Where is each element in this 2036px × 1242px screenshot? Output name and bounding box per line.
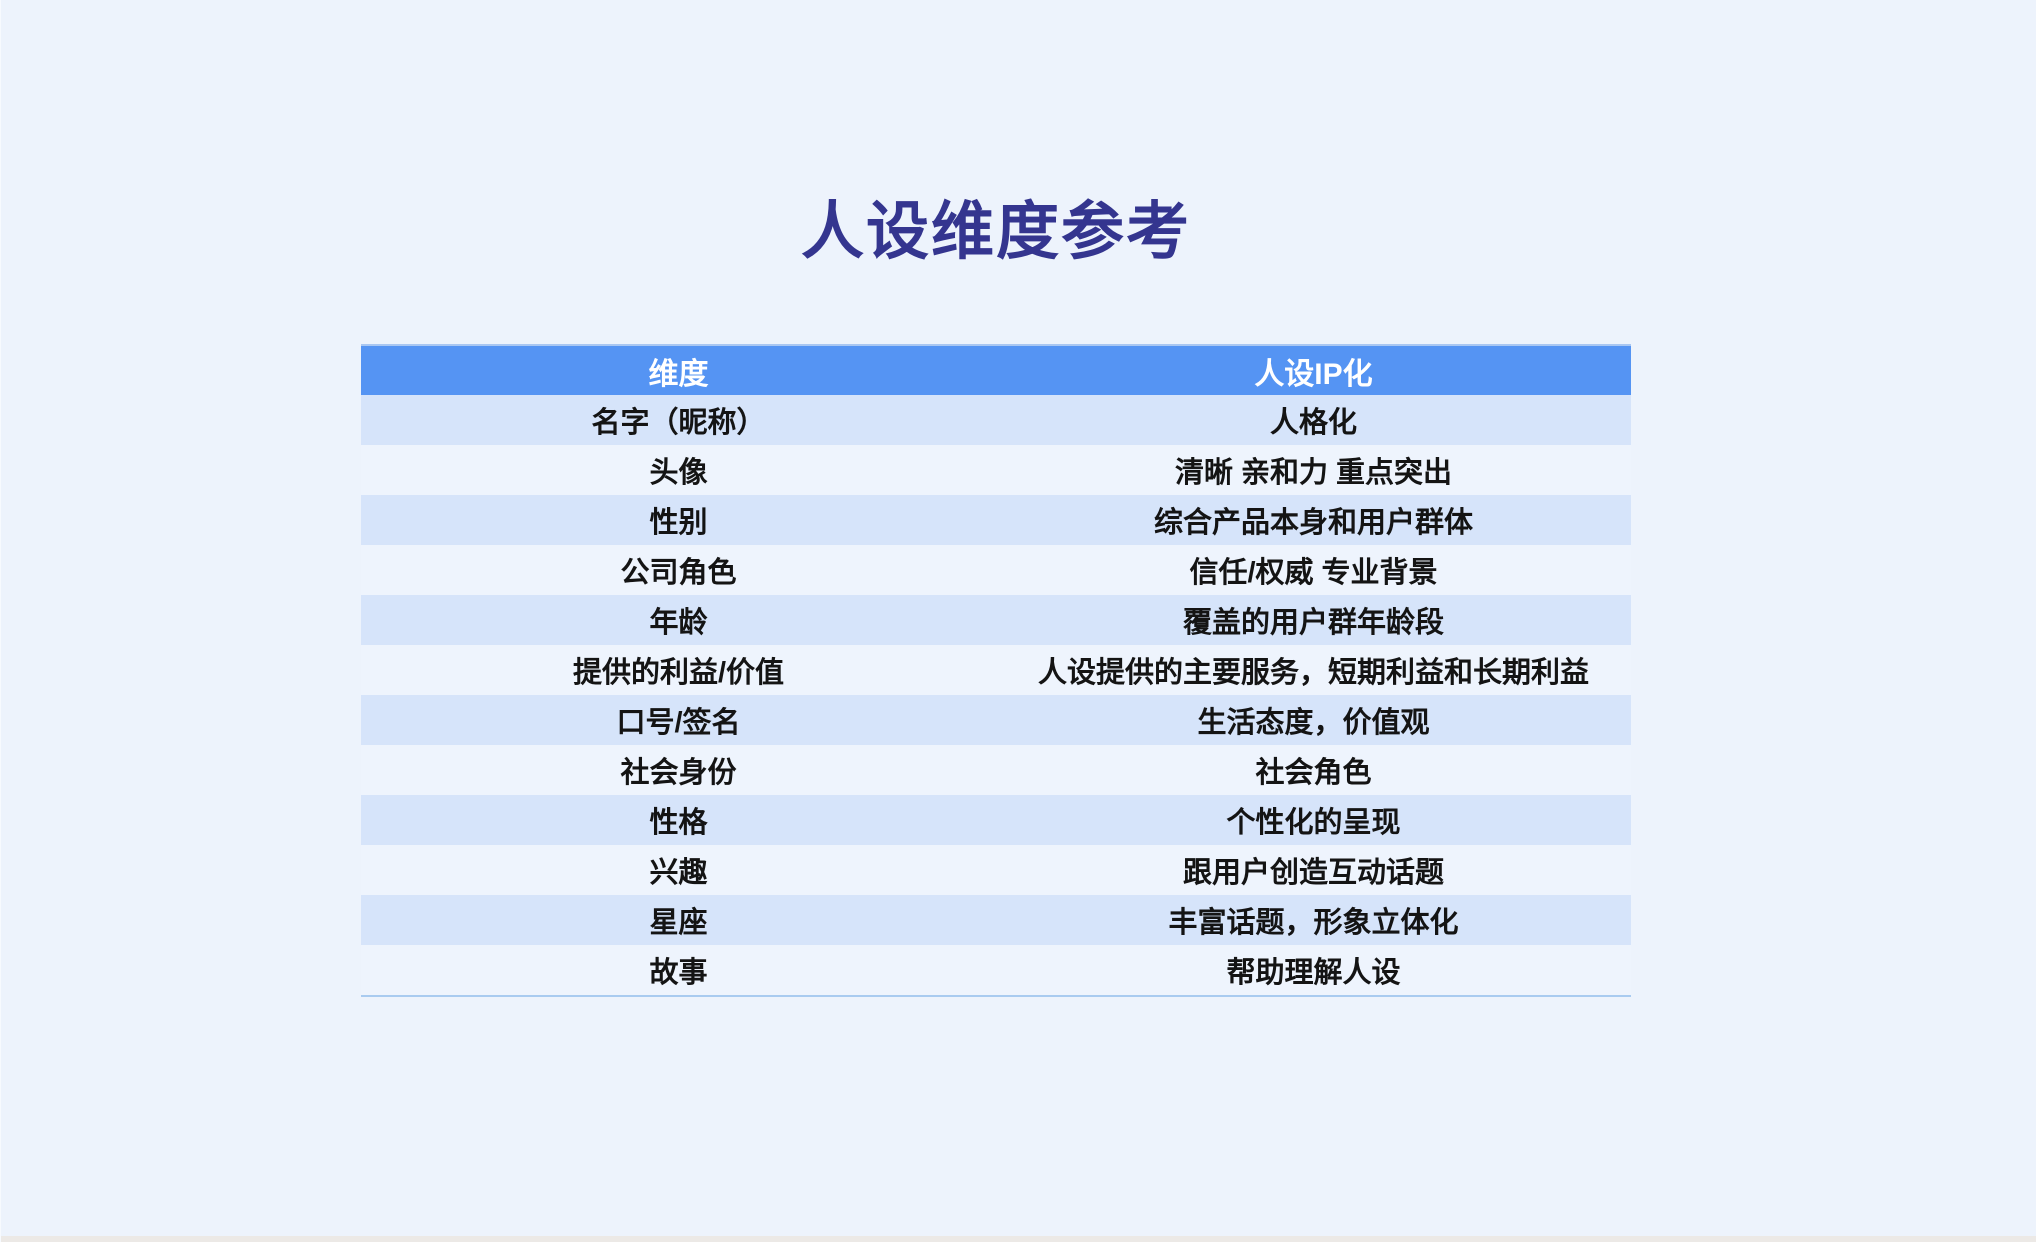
table-body: 名字（昵称） 人格化 头像 清晰 亲和力 重点突出 性别 综合产品本身和用户群体… [361,395,1631,995]
cell-dimension: 性格 [649,807,708,839]
table-row: 头像 清晰 亲和力 重点突出 [361,445,1631,495]
table-row: 名字（昵称） 人格化 [361,395,1631,445]
cell-dimension: 公司角色 [620,557,737,589]
cell-dimension: 提供的利益/价值 [572,657,785,689]
cell-dimension: 社会身份 [620,757,737,789]
window-bottom-edge [1,1236,2036,1242]
cell-dimension: 头像 [649,457,708,489]
cell-dimension: 性别 [649,507,708,539]
cell-dimension: 故事 [649,957,708,989]
persona-dimension-table: 维度 人设IP化 名字（昵称） 人格化 头像 清晰 亲和力 重点突出 性别 综合… [361,344,1631,997]
cell-value: 覆盖的用户群年龄段 [1182,607,1444,639]
table-bottom-border [361,995,1631,997]
cell-dimension: 年龄 [649,607,708,639]
table-row: 兴趣 跟用户创造互动话题 [361,845,1631,895]
cell-value: 个性化的呈现 [1226,807,1401,839]
cell-value: 帮助理解人设 [1226,957,1401,989]
table-header-row: 维度 人设IP化 [361,344,1631,395]
table-row: 提供的利益/价值 人设提供的主要服务，短期利益和长期利益 [361,645,1631,695]
table-row: 社会身份 社会角色 [361,745,1631,795]
table-row: 年龄 覆盖的用户群年龄段 [361,595,1631,645]
cell-value: 人设提供的主要服务，短期利益和长期利益 [1037,657,1589,689]
cell-value: 综合产品本身和用户群体 [1153,507,1473,539]
table-row: 口号/签名 生活态度，价值观 [361,695,1631,745]
header-cell-dimension: 维度 [648,357,709,391]
table-row: 公司角色 信任/权威 专业背景 [361,545,1631,595]
table-row: 性格 个性化的呈现 [361,795,1631,845]
cell-value: 社会角色 [1255,757,1372,789]
cell-dimension: 名字（昵称） [591,407,766,439]
table-row: 性别 综合产品本身和用户群体 [361,495,1631,545]
cell-dimension: 星座 [649,907,708,939]
cell-value: 生活态度，价值观 [1197,707,1430,739]
cell-value: 清晰 亲和力 重点突出 [1174,457,1453,489]
cell-value: 人格化 [1269,407,1357,439]
cell-dimension: 口号/签名 [616,707,741,739]
cell-value: 信任/权威 专业背景 [1189,557,1438,589]
header-cell-value: 人设IP化 [1254,357,1373,391]
cell-value: 丰富话题，形象立体化 [1168,907,1459,939]
table-row: 故事 帮助理解人设 [361,945,1631,995]
cell-value: 跟用户创造互动话题 [1182,857,1444,889]
cell-dimension: 兴趣 [649,857,708,889]
page-title: 人设维度参考 [801,197,1191,267]
table-row: 星座 丰富话题，形象立体化 [361,895,1631,945]
